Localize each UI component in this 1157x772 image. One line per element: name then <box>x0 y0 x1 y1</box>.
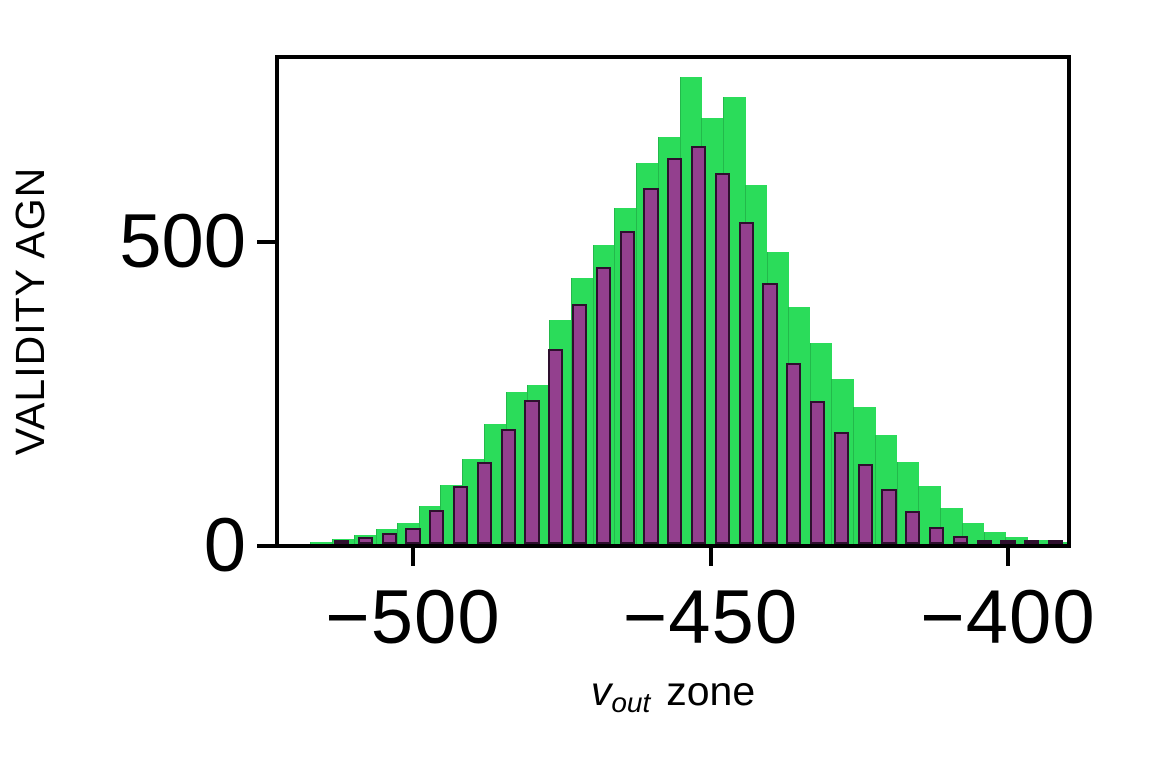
x-axis-label-word: zone <box>666 668 756 714</box>
x-axis-label-variable: v <box>590 668 612 714</box>
plot-area <box>275 55 1071 548</box>
purple-histogram-bar <box>929 527 945 544</box>
purple-histogram-bar <box>405 527 421 544</box>
y-tick-label: 0 <box>203 503 246 588</box>
purple-histogram-bar <box>476 461 492 544</box>
purple-histogram-bar <box>762 282 778 544</box>
y-tick-mark <box>257 544 275 548</box>
purple-histogram-bar <box>548 349 564 544</box>
y-tick-label: 500 <box>119 199 246 284</box>
purple-histogram-bar <box>595 267 611 544</box>
purple-histogram-bar <box>714 173 730 544</box>
purple-histogram-bar <box>429 510 445 544</box>
purple-histogram-bar <box>619 230 635 544</box>
x-tick-label: −450 <box>622 575 799 660</box>
x-tick-label: −400 <box>920 575 1096 660</box>
x-tick-mark <box>411 548 415 566</box>
purple-histogram-bar <box>500 428 516 544</box>
plot-inner <box>279 59 1067 544</box>
purple-histogram-bar <box>881 489 897 544</box>
x-tick-mark <box>1006 548 1010 566</box>
purple-histogram-bar <box>1024 540 1040 544</box>
x-axis-label-subscript: out <box>611 687 651 718</box>
purple-histogram-bar <box>976 540 992 544</box>
purple-histogram-bar <box>572 303 588 544</box>
purple-histogram-bar <box>810 401 826 544</box>
purple-histogram-bar <box>643 188 659 544</box>
purple-histogram-bar <box>738 221 754 544</box>
x-tick-mark <box>708 548 713 566</box>
purple-histogram-bar <box>833 432 849 544</box>
y-axis-label: VALIDITY AGN <box>7 166 53 456</box>
purple-histogram-bar <box>1048 540 1064 544</box>
purple-histogram-bar <box>905 510 921 544</box>
purple-histogram-bar <box>786 363 802 544</box>
purple-histogram-bar <box>524 399 540 544</box>
green-histogram-bar <box>310 541 333 544</box>
y-tick-mark <box>257 240 275 244</box>
purple-histogram-bar <box>381 533 397 544</box>
purple-histogram-bar <box>1000 540 1016 544</box>
purple-histogram-bar <box>357 537 373 544</box>
x-axis-label: vout zone <box>423 668 923 719</box>
purple-histogram-bar <box>453 486 469 544</box>
purple-histogram-bar <box>667 157 683 544</box>
purple-histogram-bar <box>691 145 707 544</box>
purple-histogram-bar <box>952 536 968 544</box>
purple-histogram-bar <box>857 463 873 544</box>
x-tick-label: −500 <box>325 575 501 660</box>
purple-histogram-bar <box>334 540 350 544</box>
green-histogram-bar <box>940 507 963 544</box>
